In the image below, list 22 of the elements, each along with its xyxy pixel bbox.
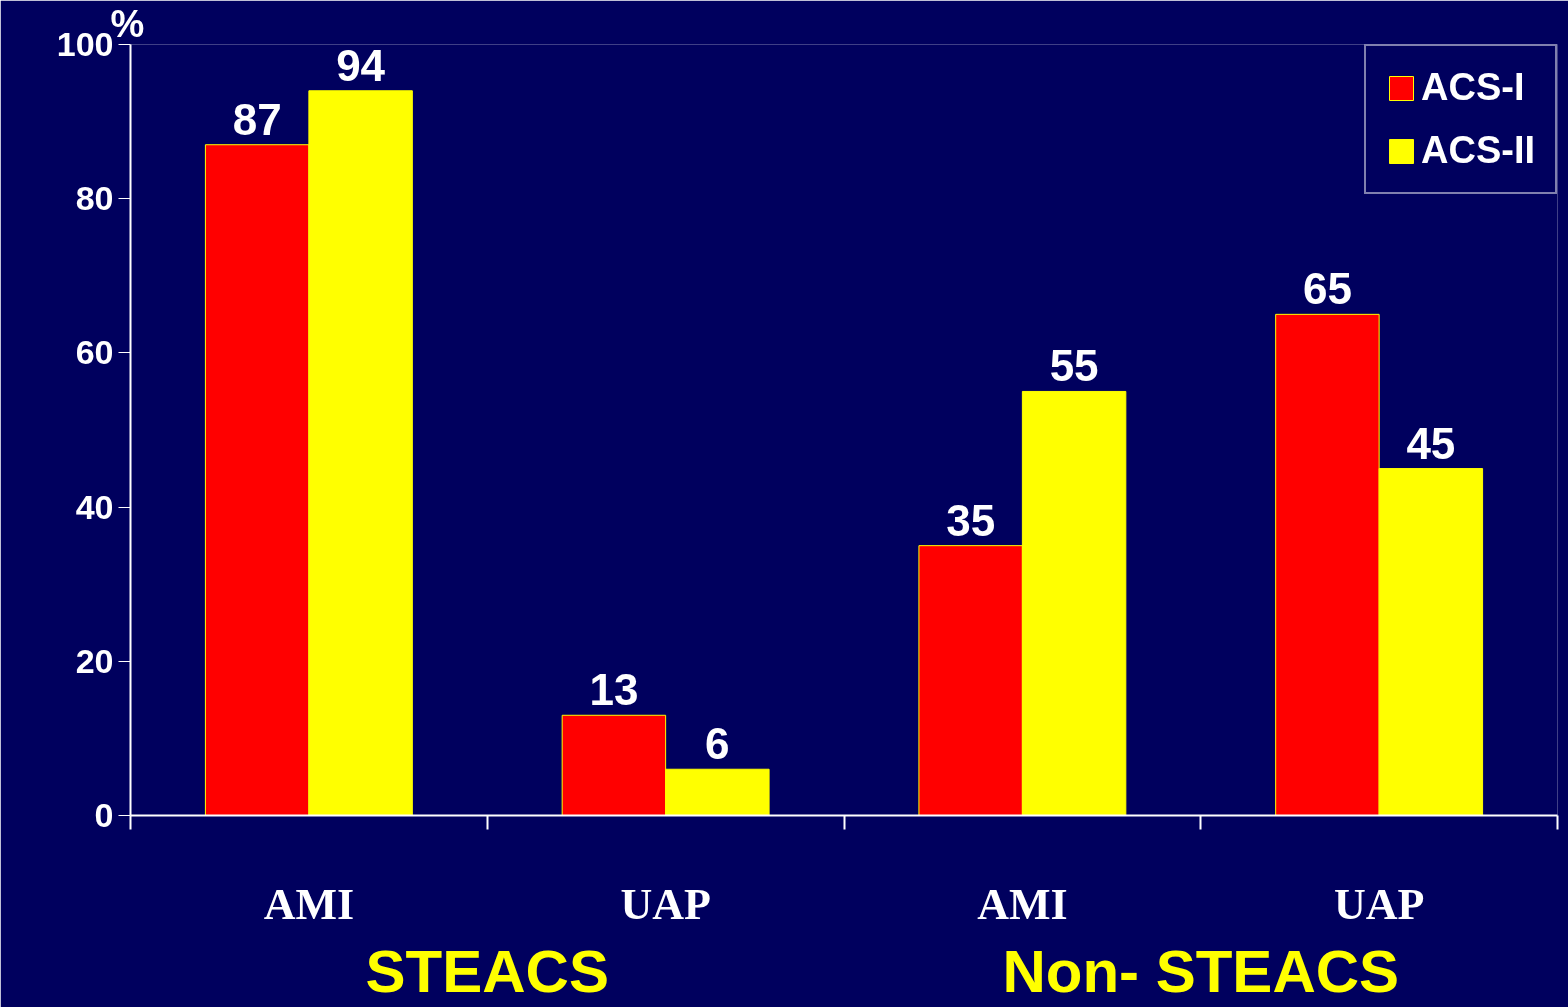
data-label: 45 (1406, 418, 1456, 468)
y-tick-label: 60 (75, 333, 114, 372)
text: STEACS (365, 937, 609, 1005)
y-tick-label: 20 (75, 641, 114, 680)
x-tick-label: UAP (1333, 879, 1425, 929)
data-label: 87 (232, 94, 282, 144)
data-label: 55 (1049, 341, 1099, 391)
y-tick-label: 0 (94, 796, 114, 834)
legend-label: ACS-I (1421, 66, 1525, 109)
x-tick-label: UAP (620, 879, 711, 929)
y-tick-label: 100 (56, 25, 114, 63)
legend-label: ACS-II (1421, 129, 1535, 172)
x-tick-label: AMI (977, 879, 1068, 929)
y-tick-label: 80 (75, 179, 114, 218)
data-label: 94 (336, 40, 386, 90)
data-label: 6 (705, 719, 730, 769)
data-label: 13 (589, 665, 639, 715)
y-tick-label: 40 (75, 487, 114, 526)
x-tick-label: AMI (263, 879, 355, 929)
data-label: 35 (946, 495, 996, 545)
text: Non- STEACS (1002, 937, 1400, 1005)
data-label: 65 (1302, 264, 1352, 314)
